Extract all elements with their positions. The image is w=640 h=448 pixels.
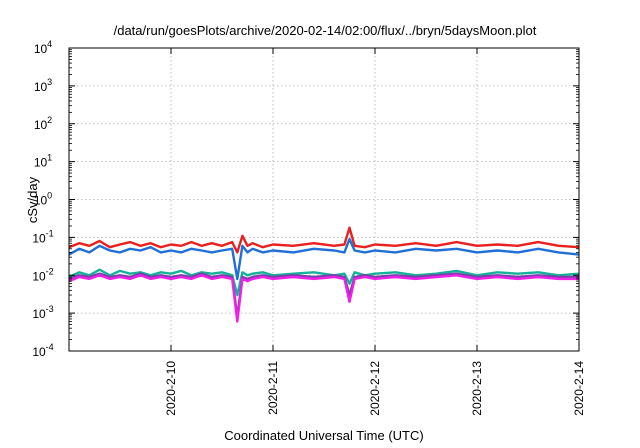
y-tick-label: 10-4 (32, 342, 53, 359)
series-line-3 (68, 268, 580, 297)
y-tick-label: 10-1 (32, 228, 53, 245)
x-tick-label: 2020-2-10 (164, 361, 178, 416)
y-tick-label: 100 (34, 191, 52, 208)
y-axis-label: cSv/day (25, 176, 40, 223)
x-tick-label: 2020-2-13 (470, 361, 484, 416)
y-tick-label: 102 (34, 115, 52, 132)
x-tick-label: 2020-2-11 (266, 361, 280, 415)
y-tick-label: 10-2 (32, 266, 53, 283)
grid (69, 48, 580, 351)
x-tick-label: 2020-2-12 (368, 361, 382, 416)
y-tick-label: 10-3 (32, 304, 53, 321)
series-line-5 (68, 274, 579, 323)
series-line-4 (68, 272, 579, 318)
series-line-1 (68, 226, 580, 254)
series-layer (68, 226, 580, 323)
series-line-2 (68, 237, 580, 281)
chart-title: /data/run/goesPlots/archive/2020-02-14/0… (114, 23, 537, 38)
x-tick-label: 2020-2-14 (572, 361, 586, 416)
y-tick-label: 101 (34, 153, 52, 170)
x-axis-label: Coordinated Universal Time (UTC) (224, 428, 423, 443)
y-tick-label: 103 (34, 77, 52, 94)
y-tick-label: 104 (34, 39, 52, 56)
x-axis: 2020-2-10 2020-2-11 2020-2-12 2020-2-13 2020… (164, 48, 586, 416)
y-axis: 10-4 10-3 10-2 10-1 100 101 102 103 104 (32, 39, 579, 359)
